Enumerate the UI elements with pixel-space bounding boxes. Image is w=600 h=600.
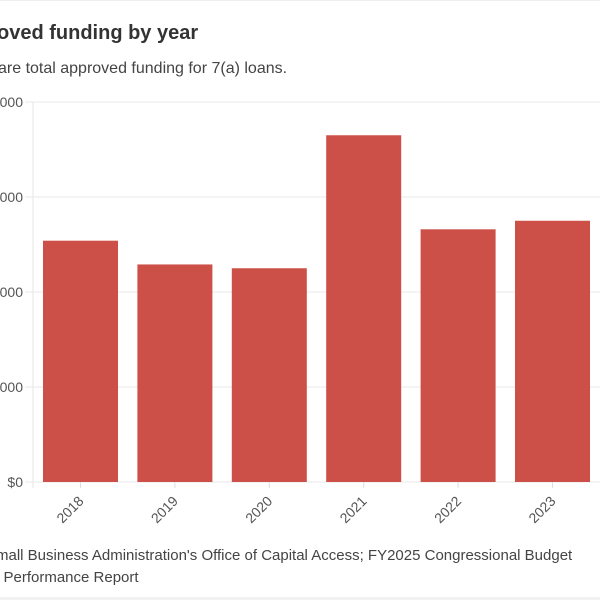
chart-subtitle: are total approved funding for 7(a) loan… (0, 60, 288, 77)
x-tick-label: 2022 (431, 493, 464, 526)
x-tick-label: 2023 (525, 493, 558, 526)
top-divider (0, 0, 600, 1)
x-axis-ticks: 2018 2019 2020 2021 2022 2023 (53, 482, 559, 526)
y-tick-label: 000 (0, 94, 23, 110)
x-tick-label: 2021 (336, 493, 369, 526)
bar-2021 (326, 135, 402, 482)
bar-2018 (43, 240, 118, 482)
bar-2022 (420, 229, 496, 482)
bar-2023 (515, 220, 590, 482)
y-tick-label: 000 (0, 379, 23, 395)
source-note: mall Business Administration's Office of… (0, 545, 572, 589)
y-axis-ticks: $0 000 000 000 000 (0, 94, 23, 490)
source-line-1: mall Business Administration's Office of… (0, 547, 573, 564)
y-tick-label: 000 (0, 189, 23, 205)
x-tick-label: 2019 (148, 493, 181, 526)
y-tick-label: 000 (0, 284, 23, 300)
x-tick-label: 2020 (242, 493, 275, 526)
gridlines (25, 101, 600, 488)
y-tick-label: $0 (7, 474, 23, 490)
source-line-2: l Performance Report (0, 569, 139, 586)
chart-title: oved funding by year (0, 22, 199, 44)
bottom-divider (0, 597, 600, 600)
bar-2020 (231, 268, 307, 482)
bars (43, 135, 590, 482)
x-tick-label: 2018 (53, 493, 86, 526)
bar-2019 (137, 264, 213, 482)
